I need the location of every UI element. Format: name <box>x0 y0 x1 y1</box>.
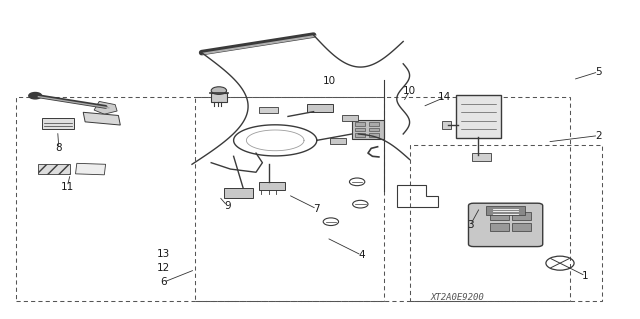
Text: 3: 3 <box>467 220 474 230</box>
Bar <box>342 115 358 121</box>
Text: 4: 4 <box>358 250 365 260</box>
Bar <box>211 93 227 102</box>
Bar <box>490 223 509 231</box>
Text: 10: 10 <box>323 76 336 86</box>
Bar <box>369 122 379 126</box>
Bar <box>369 133 379 137</box>
Bar <box>442 121 451 129</box>
Bar <box>490 212 509 220</box>
Text: 2: 2 <box>595 130 602 141</box>
Text: 11: 11 <box>61 182 74 192</box>
Text: 8: 8 <box>56 143 62 153</box>
FancyBboxPatch shape <box>468 203 543 247</box>
Polygon shape <box>38 164 70 174</box>
Bar <box>369 128 379 131</box>
Bar <box>355 133 365 137</box>
Text: 7: 7 <box>314 204 320 214</box>
Text: XT2A0E9200: XT2A0E9200 <box>431 293 484 302</box>
Polygon shape <box>83 112 120 125</box>
Text: 13: 13 <box>157 249 170 259</box>
Bar <box>512 212 531 220</box>
Bar <box>259 107 278 113</box>
Bar <box>330 138 346 144</box>
Text: 5: 5 <box>595 67 602 77</box>
Text: 9: 9 <box>224 201 230 211</box>
Bar <box>512 223 531 231</box>
Bar <box>355 122 365 126</box>
Bar <box>195 97 570 301</box>
Bar <box>410 145 602 301</box>
Text: 1: 1 <box>582 271 589 281</box>
Bar <box>486 206 525 215</box>
FancyBboxPatch shape <box>456 95 501 138</box>
Bar <box>224 188 253 198</box>
Text: 10: 10 <box>403 86 416 96</box>
Polygon shape <box>76 163 106 175</box>
Bar <box>307 104 333 112</box>
Polygon shape <box>94 101 117 114</box>
Bar <box>352 120 384 139</box>
Circle shape <box>211 87 227 94</box>
Circle shape <box>29 93 42 99</box>
Bar <box>42 118 74 129</box>
Text: 14: 14 <box>438 92 451 102</box>
Bar <box>472 153 492 161</box>
Text: 6: 6 <box>160 277 166 287</box>
Bar <box>259 182 285 190</box>
Text: 12: 12 <box>157 263 170 273</box>
Bar <box>355 128 365 131</box>
Bar <box>16 97 384 301</box>
